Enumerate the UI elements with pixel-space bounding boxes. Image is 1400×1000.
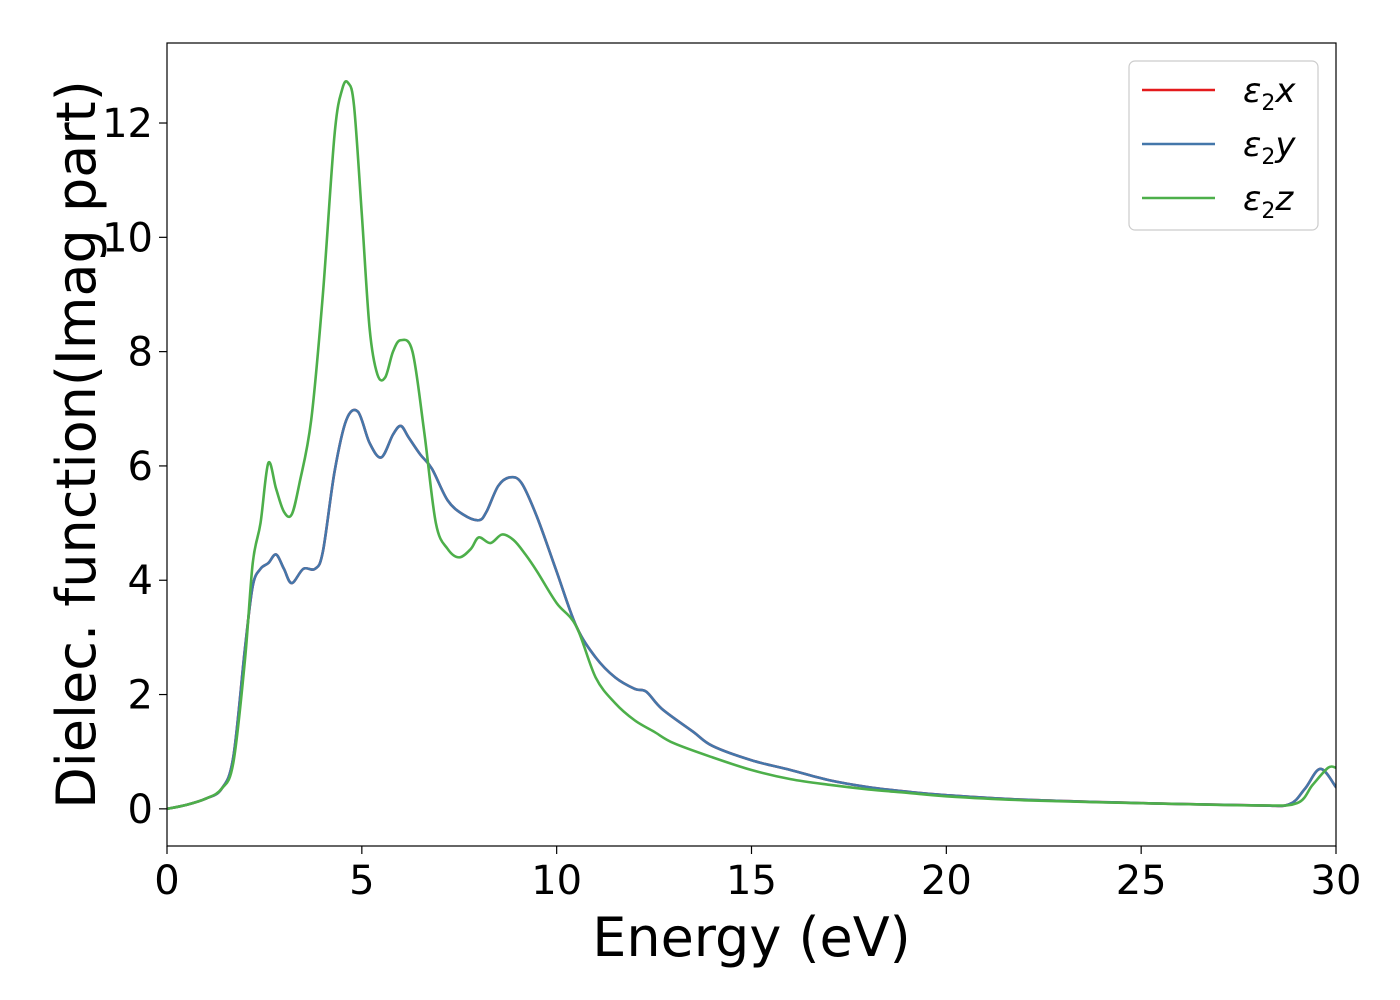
x-tick-label: 20 (921, 858, 972, 904)
legend-entry-y: ε2y (1243, 125, 1296, 170)
legend: ε2x ε2y ε2z (1128, 60, 1319, 231)
series-line-z (167, 80, 1336, 811)
x-tick-label: 0 (154, 858, 179, 904)
y-tick-label: 6 (128, 444, 153, 490)
legend-entry-x: ε2x (1243, 71, 1296, 116)
x-tick-label: 5 (349, 858, 374, 904)
legend-box (1128, 60, 1319, 231)
y-tick-label: 12 (102, 101, 153, 147)
series-layer (167, 80, 1336, 811)
y-axis-label: Dielec. function(Imag part) (45, 80, 108, 809)
y-tick-label: 8 (128, 330, 153, 376)
x-tick-label: 10 (531, 858, 582, 904)
x-tick-label: 30 (1311, 858, 1362, 904)
y-tick-label: 10 (102, 215, 153, 261)
y-tick-label: 4 (128, 558, 153, 604)
x-tick-label: 25 (1116, 858, 1167, 904)
series-line-y (167, 408, 1336, 811)
x-axis-label: Energy (eV) (592, 906, 911, 969)
y-tick-label: 0 (128, 787, 153, 833)
y-tick-label: 2 (128, 673, 153, 719)
y-axis: 0 2 4 6 8 10 12 (102, 101, 167, 833)
x-tick-label: 15 (726, 858, 777, 904)
x-axis: 0 5 10 15 20 25 30 (154, 846, 1361, 904)
legend-entry-z: ε2z (1243, 179, 1294, 224)
